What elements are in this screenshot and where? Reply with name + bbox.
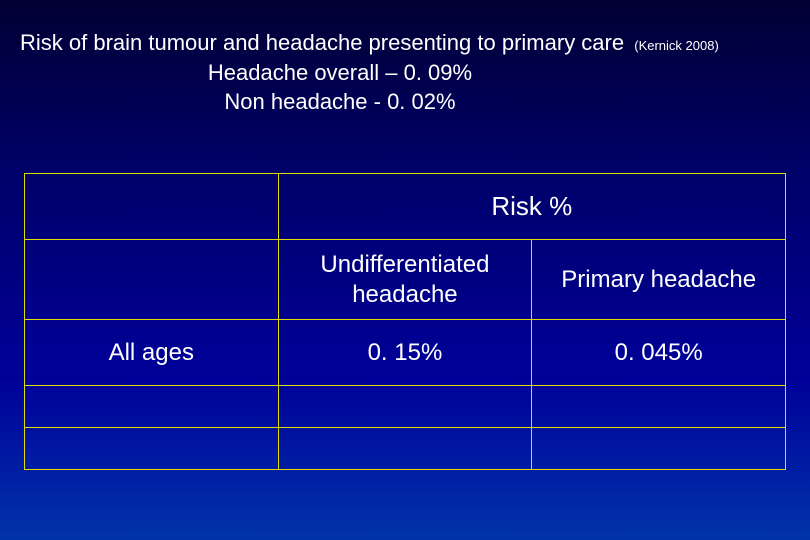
title-sub-1: Headache overall – 0. 09% [20, 58, 660, 88]
cell-blank [278, 428, 532, 470]
cell-blank [25, 386, 279, 428]
citation: (Kernick 2008) [634, 38, 719, 53]
title-line-1: Risk of brain tumour and headache presen… [20, 28, 790, 58]
title-sub-2: Non headache - 0. 02% [20, 87, 660, 117]
table-row: All ages 0. 15% 0. 045% [25, 320, 786, 386]
col-undiff: Undifferentiated headache [278, 240, 532, 320]
table-row: Undifferentiated headache Primary headac… [25, 240, 786, 320]
table-row [25, 428, 786, 470]
slide-container: Risk of brain tumour and headache presen… [0, 0, 810, 540]
cell-blank [25, 240, 279, 320]
header-risk: Risk % [278, 174, 785, 240]
cell-blank [278, 386, 532, 428]
cell-blank [532, 386, 786, 428]
row-all-ages: All ages [25, 320, 279, 386]
cell-blank [25, 428, 279, 470]
cell-blank [532, 428, 786, 470]
val-primary: 0. 045% [532, 320, 786, 386]
cell-blank [25, 174, 279, 240]
title-block: Risk of brain tumour and headache presen… [20, 28, 790, 117]
title-main: Risk of brain tumour and headache presen… [20, 30, 624, 55]
table-row: Risk % [25, 174, 786, 240]
col-primary: Primary headache [532, 240, 786, 320]
val-undiff: 0. 15% [278, 320, 532, 386]
table-row [25, 386, 786, 428]
risk-table: Risk % Undifferentiated headache Primary… [24, 173, 786, 470]
